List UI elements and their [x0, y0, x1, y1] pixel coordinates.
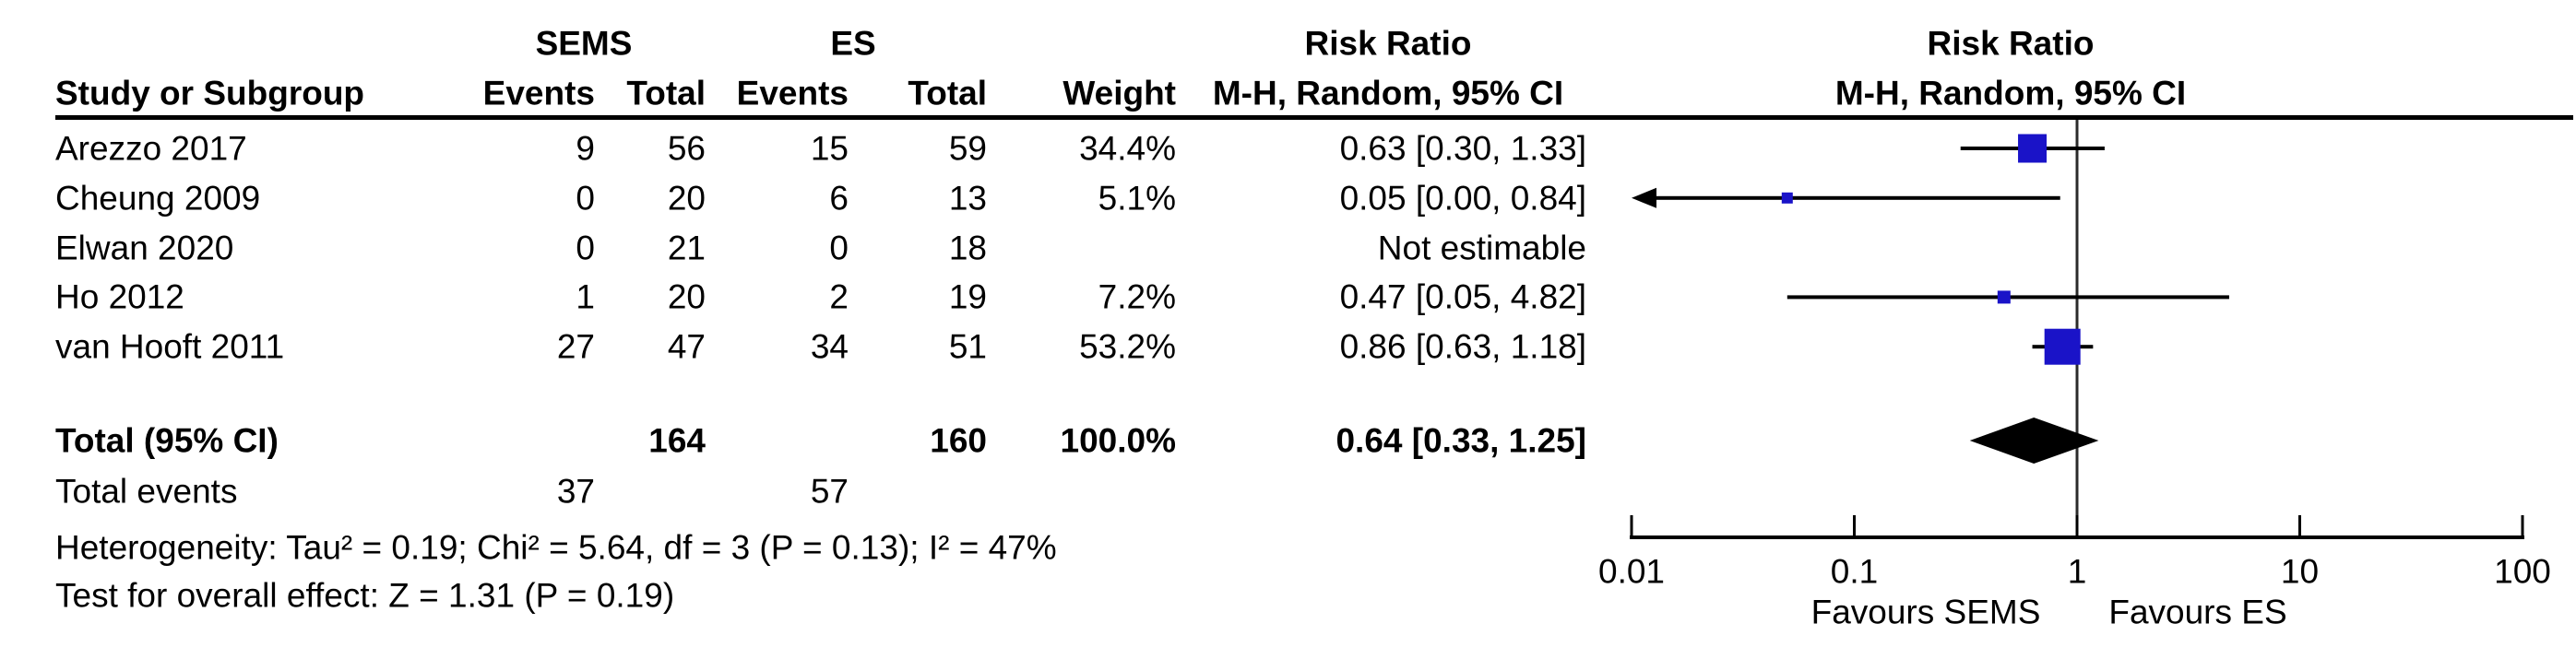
effect-square — [2044, 328, 2081, 365]
column-header-weight: Weight — [1062, 74, 1176, 112]
total1-cell: 47 — [667, 327, 706, 366]
events1-cell: 9 — [576, 129, 595, 168]
total2-cell: 13 — [948, 179, 987, 218]
total2-cell: 160 — [930, 421, 987, 460]
ci-cell: 0.86 [0.63, 1.18] — [1339, 327, 1586, 366]
ci-cell: 0.64 [0.33, 1.25] — [1335, 421, 1586, 460]
ci-cell: Not estimable — [1377, 229, 1586, 267]
events1-cell: 0 — [576, 179, 595, 218]
total-label: Total (95% CI) — [55, 421, 279, 460]
events2-cell: 0 — [829, 229, 849, 267]
events1-cell: 1 — [576, 277, 595, 316]
axis-tick-label: 100 — [2494, 552, 2551, 591]
total1-cell: 20 — [667, 277, 706, 316]
total2-cell: 19 — [948, 277, 987, 316]
weight-cell: 7.2% — [1098, 277, 1176, 316]
study-label: Cheung 2009 — [55, 179, 261, 218]
group-header-sems: SEMS — [535, 24, 633, 63]
column-header-events2: Events — [736, 74, 849, 112]
study-label: van Hooft 2011 — [55, 327, 285, 366]
total1-cell: 21 — [667, 229, 706, 267]
events2-cell: 2 — [829, 277, 849, 316]
events2-cell: 15 — [810, 129, 849, 168]
study-label: Arezzo 2017 — [55, 129, 247, 168]
weight-cell: 34.4% — [1079, 129, 1176, 168]
effect-square — [1997, 290, 2011, 304]
summary-diamond — [1969, 418, 2099, 464]
events2-cell: 6 — [829, 179, 849, 218]
ci-cell: 0.05 [0.00, 0.84] — [1339, 179, 1586, 218]
ci-line — [1646, 195, 2060, 200]
effect-square — [1781, 192, 1793, 204]
study-label: Elwan 2020 — [55, 229, 234, 267]
total2-cell: 59 — [948, 129, 987, 168]
null-line — [2075, 120, 2079, 537]
plot-header-mh-ci: M-H, Random, 95% CI — [1834, 74, 2187, 112]
axis-tick-label: 1 — [2067, 552, 2087, 591]
column-header-events1: Events — [482, 74, 595, 112]
group-header-es: ES — [830, 24, 876, 63]
ci-cell: 0.63 [0.30, 1.33] — [1339, 129, 1586, 168]
favours-right-label: Favours ES — [2108, 593, 2287, 631]
axis-tick — [2521, 515, 2524, 537]
header-rule — [55, 115, 2573, 120]
heterogeneity-text: Heterogeneity: Tau² = 0.19; Chi² = 5.64,… — [55, 528, 1057, 567]
axis-tick-label: 0.1 — [1830, 552, 1879, 591]
column-header-total1: Total — [626, 74, 706, 112]
column-header-total2: Total — [908, 74, 987, 112]
events1-cell: 27 — [556, 327, 595, 366]
column-header-mh-ci: M-H, Random, 95% CI — [1212, 74, 1564, 112]
weight-cell: 100.0% — [1060, 421, 1177, 460]
axis-tick-label: 0.01 — [1597, 552, 1666, 591]
ci-cell: 0.47 [0.05, 4.82] — [1339, 277, 1586, 316]
study-label: Ho 2012 — [55, 277, 184, 316]
axis-tick — [1853, 515, 1856, 537]
events2-cell: 57 — [810, 472, 849, 511]
weight-cell: 53.2% — [1079, 327, 1176, 366]
favours-left-label: Favours SEMS — [1810, 593, 2041, 631]
total2-cell: 51 — [948, 327, 987, 366]
plot-header-risk-ratio: Risk Ratio — [1927, 24, 2095, 63]
axis-tick — [1630, 515, 1633, 537]
axis-tick-label: 10 — [2280, 552, 2320, 591]
column-header-risk-ratio: Risk Ratio — [1304, 24, 1472, 63]
total2-cell: 18 — [948, 229, 987, 267]
arrow-left-icon — [1632, 187, 1656, 208]
axis-tick — [2075, 515, 2079, 537]
total-events-label: Total events — [55, 472, 238, 511]
axis-tick — [2298, 515, 2301, 537]
events1-cell: 37 — [556, 472, 595, 511]
column-header-study: Study or Subgroup — [55, 74, 365, 112]
events2-cell: 34 — [810, 327, 849, 366]
weight-cell: 5.1% — [1098, 179, 1176, 218]
total1-cell: 56 — [667, 129, 706, 168]
total1-cell: 20 — [667, 179, 706, 218]
total1-cell: 164 — [648, 421, 706, 460]
effect-square — [2018, 134, 2048, 163]
events1-cell: 0 — [576, 229, 595, 267]
overall-effect-text: Test for overall effect: Z = 1.31 (P = 0… — [55, 576, 675, 615]
